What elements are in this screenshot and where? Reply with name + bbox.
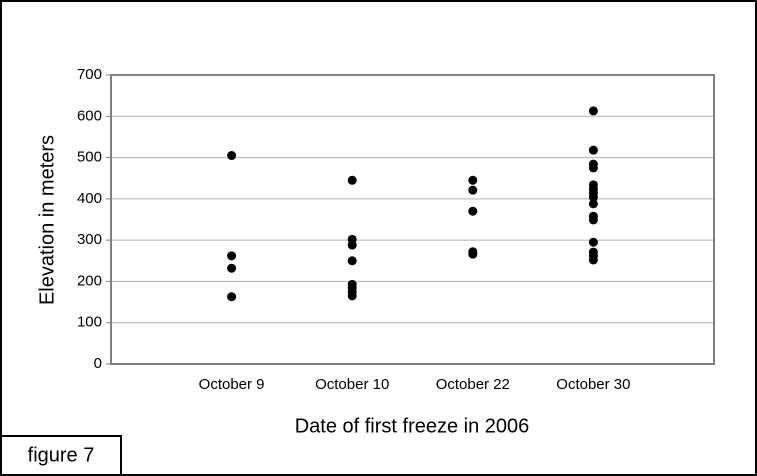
point — [227, 263, 237, 273]
y-tick-label: 400 — [77, 190, 102, 207]
x-tick-label: October 10 — [315, 376, 389, 393]
point — [468, 206, 478, 216]
point — [468, 249, 478, 259]
plot-border — [110, 74, 715, 365]
point — [468, 175, 478, 185]
point — [588, 192, 598, 202]
point — [347, 175, 357, 185]
point — [588, 163, 598, 173]
figure-label: figure 7 — [28, 444, 95, 466]
point — [347, 291, 357, 301]
point — [468, 185, 478, 195]
y-tick-label: 100 — [77, 314, 102, 331]
y-tick-label: 300 — [77, 231, 102, 248]
y-tick-label: 200 — [77, 272, 102, 289]
y-tick-label: 700 — [77, 66, 102, 83]
point — [588, 237, 598, 247]
x-axis-title: Date of first freeze in 2006 — [295, 415, 530, 437]
y-axis-title: Elevation in meters — [36, 135, 58, 305]
figure-label-box — [0, 435, 122, 476]
x-tick-label: October 30 — [556, 376, 630, 393]
y-tick-label: 600 — [77, 107, 102, 124]
y-tick-label: 0 — [94, 355, 102, 372]
point — [347, 256, 357, 266]
point — [347, 240, 357, 250]
point — [588, 199, 598, 209]
point — [588, 255, 598, 265]
x-tick-label: October 22 — [436, 376, 510, 393]
point — [588, 106, 598, 116]
point — [227, 151, 237, 161]
x-tick-label: October 9 — [199, 376, 265, 393]
point — [588, 145, 598, 155]
point — [227, 251, 237, 261]
point — [588, 215, 598, 225]
point — [227, 292, 237, 302]
y-tick-label: 500 — [77, 149, 102, 166]
